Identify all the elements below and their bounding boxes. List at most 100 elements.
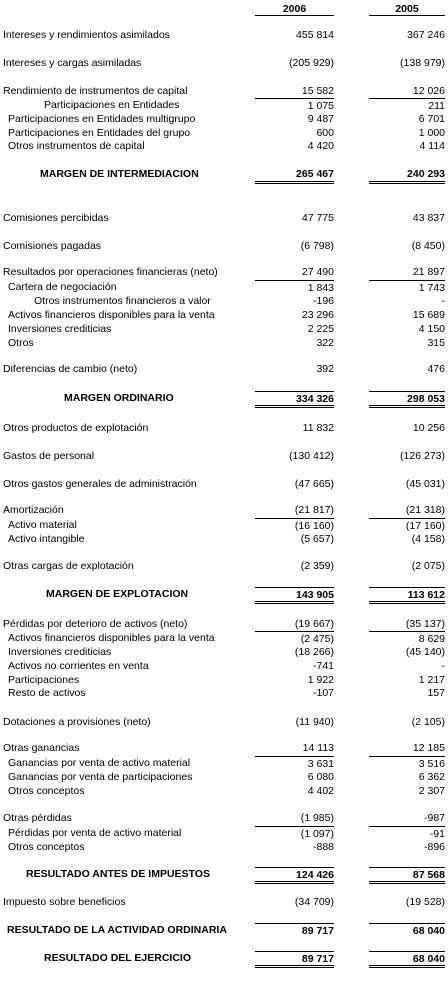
row-label: Otras ganancias (3, 742, 80, 754)
table-row: Intereses y cargas asimiladas (205 929) (1… (0, 56, 448, 70)
table-row: MARGEN DE INTERMEDIACION 265 467 240 293 (0, 167, 448, 184)
value-previous: 87 568 (369, 867, 445, 884)
table-row: Gastos de personal (130 412) (126 273) (0, 449, 448, 463)
table-row: Diferencias de cambio (neto) 392 476 (0, 362, 448, 376)
value-previous: 315 (427, 337, 445, 349)
table-row: Otros instrumentos financieros a valor -1… (0, 294, 448, 308)
value-previous: 68 040 (369, 923, 445, 937)
value-current: 2 225 (307, 323, 334, 335)
row-label: Pérdidas por deterioro de activos (neto) (3, 618, 188, 630)
table-row: Inversiones crediticias (18 266) (45 140) (0, 645, 448, 659)
table-row: Otros conceptos -888 -896 (0, 840, 448, 854)
value-current: 392 (316, 363, 334, 375)
value-current: (2 359) (300, 560, 334, 572)
row-label: Amortización (3, 504, 64, 516)
table-row: Pérdidas por deterioro de activos (neto)… (0, 617, 448, 631)
value-current: 1 922 (307, 674, 334, 686)
row-label: Diferencias de cambio (neto) (3, 363, 138, 375)
value-current: 23 296 (301, 309, 334, 321)
value-previous: 43 837 (412, 212, 445, 224)
table-row: Activos financieros disponibles para la … (0, 631, 448, 645)
value-previous: 476 (427, 363, 445, 375)
table-row: RESULTADO DEL EJERCICIO 89 717 68 040 (0, 951, 448, 968)
table-row: Otras pérdidas (1 985) -987 (0, 811, 448, 825)
row-label: Participaciones en Entidades del grupo (8, 127, 191, 139)
row-label: Gastos de personal (3, 450, 95, 462)
value-previous: 15 689 (412, 309, 445, 321)
value-previous: 21 897 (412, 266, 445, 278)
row-label: Ganancias por venta de participaciones (8, 771, 193, 783)
value-previous: (2 075) (411, 560, 445, 572)
value-previous: (138 979) (400, 57, 445, 69)
value-previous: 240 293 (369, 167, 445, 184)
table-row: RESULTADO ANTES DE IMPUESTOS 124 426 87 56… (0, 867, 448, 884)
value-previous: (21 318) (405, 504, 445, 516)
value-previous: (8 450) (411, 240, 445, 252)
value-current: -196 (312, 295, 334, 307)
row-label: Otros conceptos (8, 841, 85, 853)
value-previous: (19 528) (405, 896, 445, 908)
value-previous: -896 (423, 841, 445, 853)
value-current: (6 798) (300, 240, 334, 252)
value-previous: -987 (423, 812, 445, 824)
value-current: (2 475) (255, 631, 334, 645)
value-previous: 6 362 (418, 771, 445, 783)
row-label: Comisiones pagadas (3, 240, 102, 252)
value-previous: (4 158) (411, 533, 445, 545)
value-current: -107 (312, 687, 334, 699)
value-current: 3 631 (255, 756, 334, 770)
row-label: Intereses y rendimientos asimilados (3, 29, 170, 41)
row-label: Impuesto sobre beneficios (3, 896, 126, 908)
row-label: MARGEN DE INTERMEDIACION (40, 168, 199, 180)
value-current: 89 717 (255, 951, 334, 968)
table-row: Rendimiento de instrumentos de capital 15… (0, 84, 448, 98)
value-current: 15 582 (301, 85, 334, 97)
row-label: Comisiones percibidas (3, 212, 109, 224)
header-row: 2006 2005 (0, 2, 448, 16)
value-previous: 4 150 (418, 323, 445, 335)
value-previous: 1 743 (369, 280, 445, 294)
value-current: -741 (312, 660, 334, 672)
value-previous: 6 701 (418, 113, 445, 125)
value-current: 600 (316, 127, 334, 139)
value-current: -888 (312, 841, 334, 853)
table-row: Cartera de negociación 1 843 1 743 (0, 280, 448, 294)
value-current: (205 929) (289, 57, 334, 69)
table-row: Intereses y rendimientos asimilados 455 8… (0, 28, 448, 42)
value-previous: -91 (369, 826, 445, 840)
value-previous: 157 (427, 687, 445, 699)
value-previous: (2 105) (411, 716, 445, 728)
table-row: Comisiones percibidas 47 775 43 837 (0, 211, 448, 225)
value-previous: (17 160) (369, 518, 445, 532)
value-current: 9 487 (307, 113, 334, 125)
table-row: Amortización (21 817) (21 318) (0, 503, 448, 517)
row-label: Otros (8, 337, 34, 349)
row-label: Activos no corrientes en venta (8, 660, 149, 672)
value-previous: - (441, 660, 446, 672)
value-previous: (45 140) (405, 646, 445, 658)
row-label: RESULTADO DEL EJERCICIO (44, 952, 192, 964)
value-current: (47 665) (294, 478, 334, 490)
table-row: Activo intangible (5 657) (4 158) (0, 532, 448, 546)
value-previous: 367 246 (407, 29, 445, 41)
table-row: Otros conceptos 4 402 2 307 (0, 784, 448, 798)
value-current: 143 905 (255, 587, 334, 604)
row-label: Otros conceptos (8, 785, 85, 797)
value-previous: (35 137) (405, 618, 445, 630)
row-label: Participaciones en Entidades multigrupo (8, 113, 196, 125)
row-label: Resto de activos (8, 687, 86, 699)
table-row: Pérdidas por venta de activo material (1 … (0, 826, 448, 840)
row-label: Resultados por operaciones financieras (… (3, 266, 218, 278)
row-label: Ganancias por venta de activo material (8, 757, 191, 769)
row-label: Inversiones crediticias (8, 323, 112, 335)
value-current: 47 775 (301, 212, 334, 224)
value-current: 11 832 (302, 422, 334, 434)
year-current-header: 2006 (255, 2, 334, 16)
row-label: MARGEN DE EXPLOTACION (46, 588, 189, 600)
value-current: (34 709) (294, 896, 334, 908)
value-current: (1 985) (300, 812, 334, 824)
value-current: (5 657) (300, 533, 334, 545)
table-row: Otros gastos generales de administración… (0, 477, 448, 491)
value-current: 455 814 (296, 29, 334, 41)
row-label: Activo material (8, 519, 77, 531)
